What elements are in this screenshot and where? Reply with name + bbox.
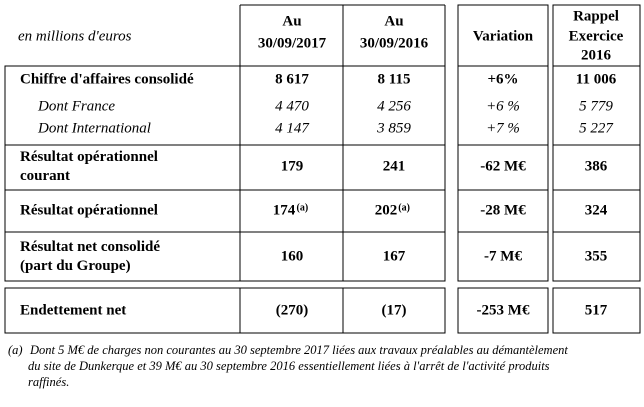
column-header: Au <box>384 13 403 29</box>
cell-value: +6 % <box>486 98 520 114</box>
cell-value: +6% <box>487 71 518 87</box>
cell-value: -253 M€ <box>477 302 530 318</box>
cell-value: 11 006 <box>576 71 617 87</box>
column-header: Au <box>282 13 301 29</box>
row-label: Résultat net consolidé <box>20 239 160 255</box>
cell-value: (270) <box>276 302 309 318</box>
footnote-marker: (a) <box>398 202 410 213</box>
column-header: 2016 <box>581 47 612 63</box>
cell-value: 167 <box>383 248 406 264</box>
footnote-text: Dont 5 M€ de charges non courantes au 30… <box>29 343 568 357</box>
column-header: Exercice <box>569 28 624 44</box>
row-label: Dont International <box>37 120 151 136</box>
cell-value: 160 <box>281 248 304 264</box>
cell-value: 8 115 <box>378 71 411 87</box>
footnote-text: du site de Dunkerque et 39 M€ au 30 sept… <box>28 359 550 373</box>
cell-value: 179 <box>281 158 304 174</box>
cell-value: 4 470 <box>275 98 309 114</box>
cell-value: -28 M€ <box>480 202 526 218</box>
cell-value: (17) <box>382 302 407 318</box>
footnote-text: raffinés. <box>28 375 69 389</box>
row-label: Endettement net <box>20 302 126 318</box>
column-header: Rappel <box>573 8 619 24</box>
cell-value: 3 859 <box>376 120 411 136</box>
cell-value: 4 256 <box>377 98 411 114</box>
cell-value: 517 <box>585 302 608 318</box>
column-header: Variation <box>473 28 534 44</box>
cell-value: -62 M€ <box>480 158 526 174</box>
column-header: 30/09/2016 <box>360 35 429 51</box>
row-label: Résultat opérationnel <box>20 149 158 165</box>
footnote-marker: (a) <box>8 343 23 357</box>
cell-value: 5 227 <box>579 120 614 136</box>
row-label: courant <box>20 168 70 184</box>
row-label: Chiffre d'affaires consolidé <box>20 71 194 87</box>
column-header: 30/09/2017 <box>258 35 327 51</box>
row-label: Résultat opérationnel <box>20 202 158 218</box>
cell-value: 202 <box>375 202 398 218</box>
unit-label: en millions d'euros <box>18 28 132 44</box>
row-label: Dont France <box>37 98 115 114</box>
cell-value: 355 <box>585 248 608 264</box>
row-label: (part du Groupe) <box>20 258 131 274</box>
cell-value: 324 <box>585 202 608 218</box>
cell-value: 8 617 <box>275 71 309 87</box>
cell-value: 241 <box>383 158 406 174</box>
cell-value: 5 779 <box>579 98 613 114</box>
footnote-marker: (a) <box>297 202 309 213</box>
cell-value: 386 <box>585 158 608 174</box>
cell-value: -7 M€ <box>484 248 522 264</box>
cell-value: +7 % <box>486 120 520 136</box>
borders <box>4 4 641 334</box>
cell-value: 174 <box>273 202 296 218</box>
cell-value: 4 147 <box>275 120 310 136</box>
